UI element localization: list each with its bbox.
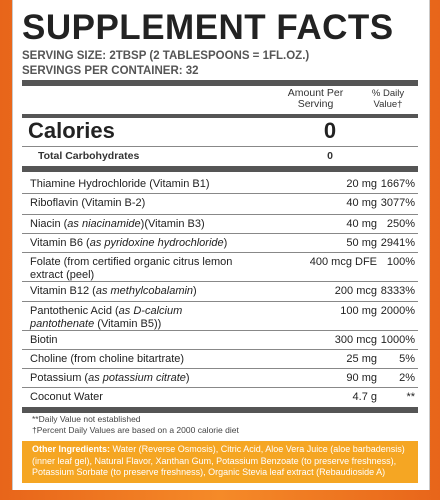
nutrient-name: Vitamin B12 (as methylcobalamin) bbox=[30, 285, 290, 298]
calories-value: 0 bbox=[323, 118, 337, 143]
nutrient-name: Niacin (as niacinamide)(Vitamin B3) bbox=[30, 218, 290, 231]
nutrient-daily-value: 250% bbox=[386, 218, 415, 230]
calories-thick-rule bbox=[22, 166, 418, 172]
nutrient-name-suffix: (Vitamin B5)) bbox=[94, 318, 162, 330]
nutrient-name: Folate (from certified organic citrus le… bbox=[30, 256, 245, 282]
nutrient-name-text: Pantothenic Acid ( bbox=[30, 305, 119, 317]
panel-title: SUPPLEMENT FACTS bbox=[22, 8, 394, 47]
nutrient-name-suffix: )(Vitamin B3) bbox=[140, 218, 205, 230]
header-rule bbox=[22, 114, 418, 118]
nutrient-name: Pantothenic Acid (as D-calcium pantothen… bbox=[30, 305, 245, 331]
nutrient-daily-value: 1667% bbox=[380, 178, 415, 190]
row-divider bbox=[22, 387, 418, 388]
nutrient-daily-value: 8333% bbox=[380, 285, 415, 297]
nutrient-daily-value: 3077% bbox=[380, 197, 415, 209]
calories-label: Calories bbox=[28, 118, 115, 143]
nutrient-name: Biotin bbox=[30, 334, 290, 347]
nutrient-name: Coconut Water bbox=[30, 391, 290, 404]
footnote-dv-basis: †Percent Daily Values are based on a 200… bbox=[32, 425, 239, 435]
header-daily-value: % Daily Value† bbox=[371, 88, 405, 110]
nutrient-amount: 4.7 g bbox=[352, 391, 377, 403]
row-divider bbox=[22, 368, 418, 369]
nutrient-source-note: as D-calcium pantothenate bbox=[30, 305, 183, 330]
nutrient-source-note: as niacinamide bbox=[67, 218, 141, 230]
nutrient-name: Thiamine Hydrochloride (Vitamin B1) bbox=[30, 178, 290, 191]
row-divider bbox=[22, 233, 418, 234]
serving-info: SERVING SIZE: 2TBSP (2 TABLESPOONS = 1FL… bbox=[22, 49, 309, 79]
nutrient-name-text: Riboflavin (Vitamin B-2) bbox=[30, 197, 146, 209]
top-thick-rule bbox=[22, 80, 418, 86]
footnote-dv-not-established: **Daily Value not established bbox=[32, 414, 141, 424]
nutrient-name: Vitamin B6 (as pyridoxine hydrochloride) bbox=[30, 237, 290, 250]
row-divider bbox=[22, 252, 418, 253]
nutrient-name-text: Thiamine Hydrochloride (Vitamin B1) bbox=[30, 178, 210, 190]
nutrient-name-text: Niacin ( bbox=[30, 218, 68, 230]
nutrient-name: Potassium (as potassium citrate) bbox=[30, 372, 290, 385]
nutrient-name: Riboflavin (Vitamin B-2) bbox=[30, 197, 290, 210]
nutrient-name-text: Folate (from certified organic citrus le… bbox=[30, 256, 233, 281]
nutrient-source-note: as methylcobalamin bbox=[95, 285, 194, 297]
nutrient-name-text: Vitamin B12 ( bbox=[30, 285, 96, 297]
nutrient-daily-value: 5% bbox=[399, 353, 415, 365]
nutrient-name-text: Choline (from choline bitartrate) bbox=[30, 353, 185, 365]
nutrient-daily-value: 1000% bbox=[380, 334, 415, 346]
nutrient-daily-value: 2941% bbox=[380, 237, 415, 249]
nutrient-amount: 40 mg bbox=[346, 218, 377, 230]
row-divider bbox=[22, 193, 418, 194]
nutrient-amount: 50 mg bbox=[346, 237, 377, 249]
other-ingredients: Other Ingredients: Water (Reverse Osmosi… bbox=[22, 441, 418, 483]
nutrient-name-text: Potassium ( bbox=[30, 372, 89, 384]
nutrient-amount: 100 mg bbox=[340, 305, 377, 317]
nutrient-name-text: Vitamin B6 ( bbox=[30, 237, 90, 249]
nutrient-amount: 40 mg bbox=[346, 197, 377, 209]
nutrient-amount: 90 mg bbox=[346, 372, 377, 384]
row-divider bbox=[22, 330, 418, 331]
nutrient-name-text: Coconut Water bbox=[30, 391, 103, 403]
nutrient-source-note: as pyridoxine hydrochloride bbox=[89, 237, 224, 249]
nutrient-source-note: as potassium citrate bbox=[88, 372, 186, 384]
ingredients-text: Water (Reverse Osmosis), Citric Acid, Al… bbox=[32, 444, 405, 477]
nutrient-name-text: Biotin bbox=[30, 334, 58, 346]
nutrient-name-suffix: ) bbox=[193, 285, 197, 297]
row-divider bbox=[22, 281, 418, 282]
nutrient-daily-value: 2000% bbox=[380, 305, 415, 317]
serving-size: SERVING SIZE: 2TBSP (2 TABLESPOONS = 1FL… bbox=[22, 50, 310, 62]
nutrient-amount: 300 mcg bbox=[334, 334, 377, 346]
carbs-value: 0 bbox=[327, 150, 333, 162]
nutrient-name-suffix: ) bbox=[223, 237, 228, 249]
nutrient-amount: 20 mg bbox=[346, 178, 377, 190]
nutrient-amount: 400 mcg DFE bbox=[309, 256, 377, 268]
servings-per-container: SERVINGS PER CONTAINER: 32 bbox=[22, 65, 199, 77]
nutrient-amount: 200 mcg bbox=[334, 285, 377, 297]
carbs-label: Total Carbohydrates bbox=[38, 150, 140, 162]
nutrient-name: Choline (from choline bitartrate) bbox=[30, 353, 290, 366]
header-amount-per-serving: Amount Per Serving bbox=[287, 87, 344, 110]
bottom-thick-rule bbox=[22, 407, 418, 413]
nutrient-amount: 25 mg bbox=[346, 353, 377, 365]
row-divider bbox=[22, 301, 418, 302]
row-divider bbox=[22, 214, 418, 215]
row-divider bbox=[22, 349, 418, 350]
divider bbox=[22, 146, 418, 147]
nutrient-daily-value: 2% bbox=[399, 372, 415, 384]
nutrient-daily-value: ** bbox=[406, 391, 415, 403]
ingredients-label: Other Ingredients: bbox=[32, 444, 111, 454]
nutrient-daily-value: 100% bbox=[386, 256, 415, 268]
nutrient-name-suffix: ) bbox=[185, 372, 190, 384]
